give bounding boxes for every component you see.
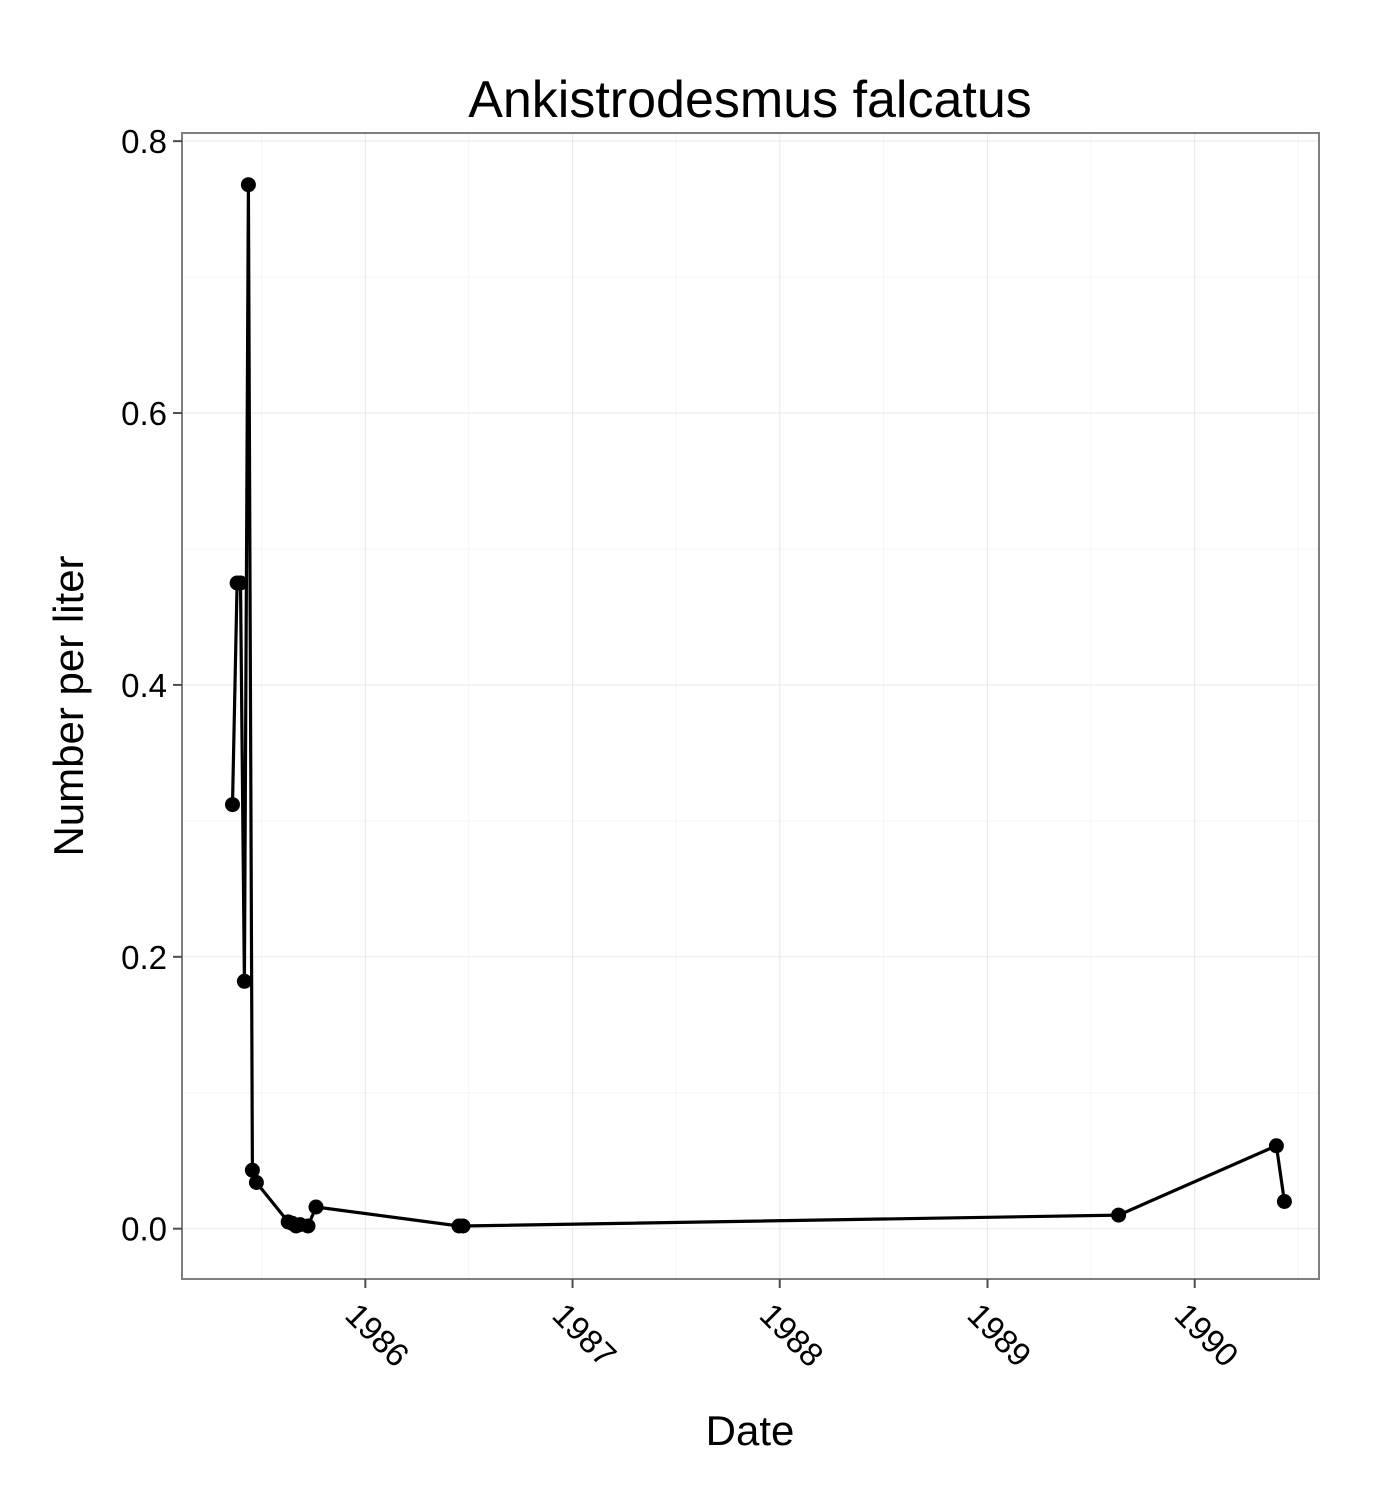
data-point xyxy=(455,1218,471,1234)
y-axis-title: Number per liter xyxy=(45,555,92,856)
data-point xyxy=(225,797,240,813)
major-gridlines xyxy=(182,133,1319,1279)
data-point xyxy=(240,177,256,193)
y-tick-label: 0.4 xyxy=(121,667,167,704)
data-point xyxy=(300,1218,316,1234)
series-layer xyxy=(225,177,1292,1234)
plot-panel-border xyxy=(181,132,1320,1280)
data-point xyxy=(236,973,252,989)
data-point xyxy=(308,1199,324,1215)
y-tick-label: 0.0 xyxy=(121,1211,167,1248)
y-tick-label: 0.8 xyxy=(121,123,167,160)
x-axis-title: Date xyxy=(706,1407,795,1454)
data-point xyxy=(1111,1207,1127,1223)
minor-gridlines xyxy=(182,133,1319,1279)
chart-title: Ankistrodesmus falcatus xyxy=(468,71,1032,129)
data-point xyxy=(1276,1194,1292,1209)
data-point xyxy=(233,575,248,591)
data-point xyxy=(244,1162,260,1178)
y-tick-label: 0.2 xyxy=(121,939,167,976)
data-point xyxy=(248,1175,264,1190)
y-axis: 0.0 0.2 0.4 0.6 0.8 xyxy=(121,123,182,1248)
y-tick-label: 0.6 xyxy=(121,395,167,432)
data-point xyxy=(1268,1138,1284,1154)
